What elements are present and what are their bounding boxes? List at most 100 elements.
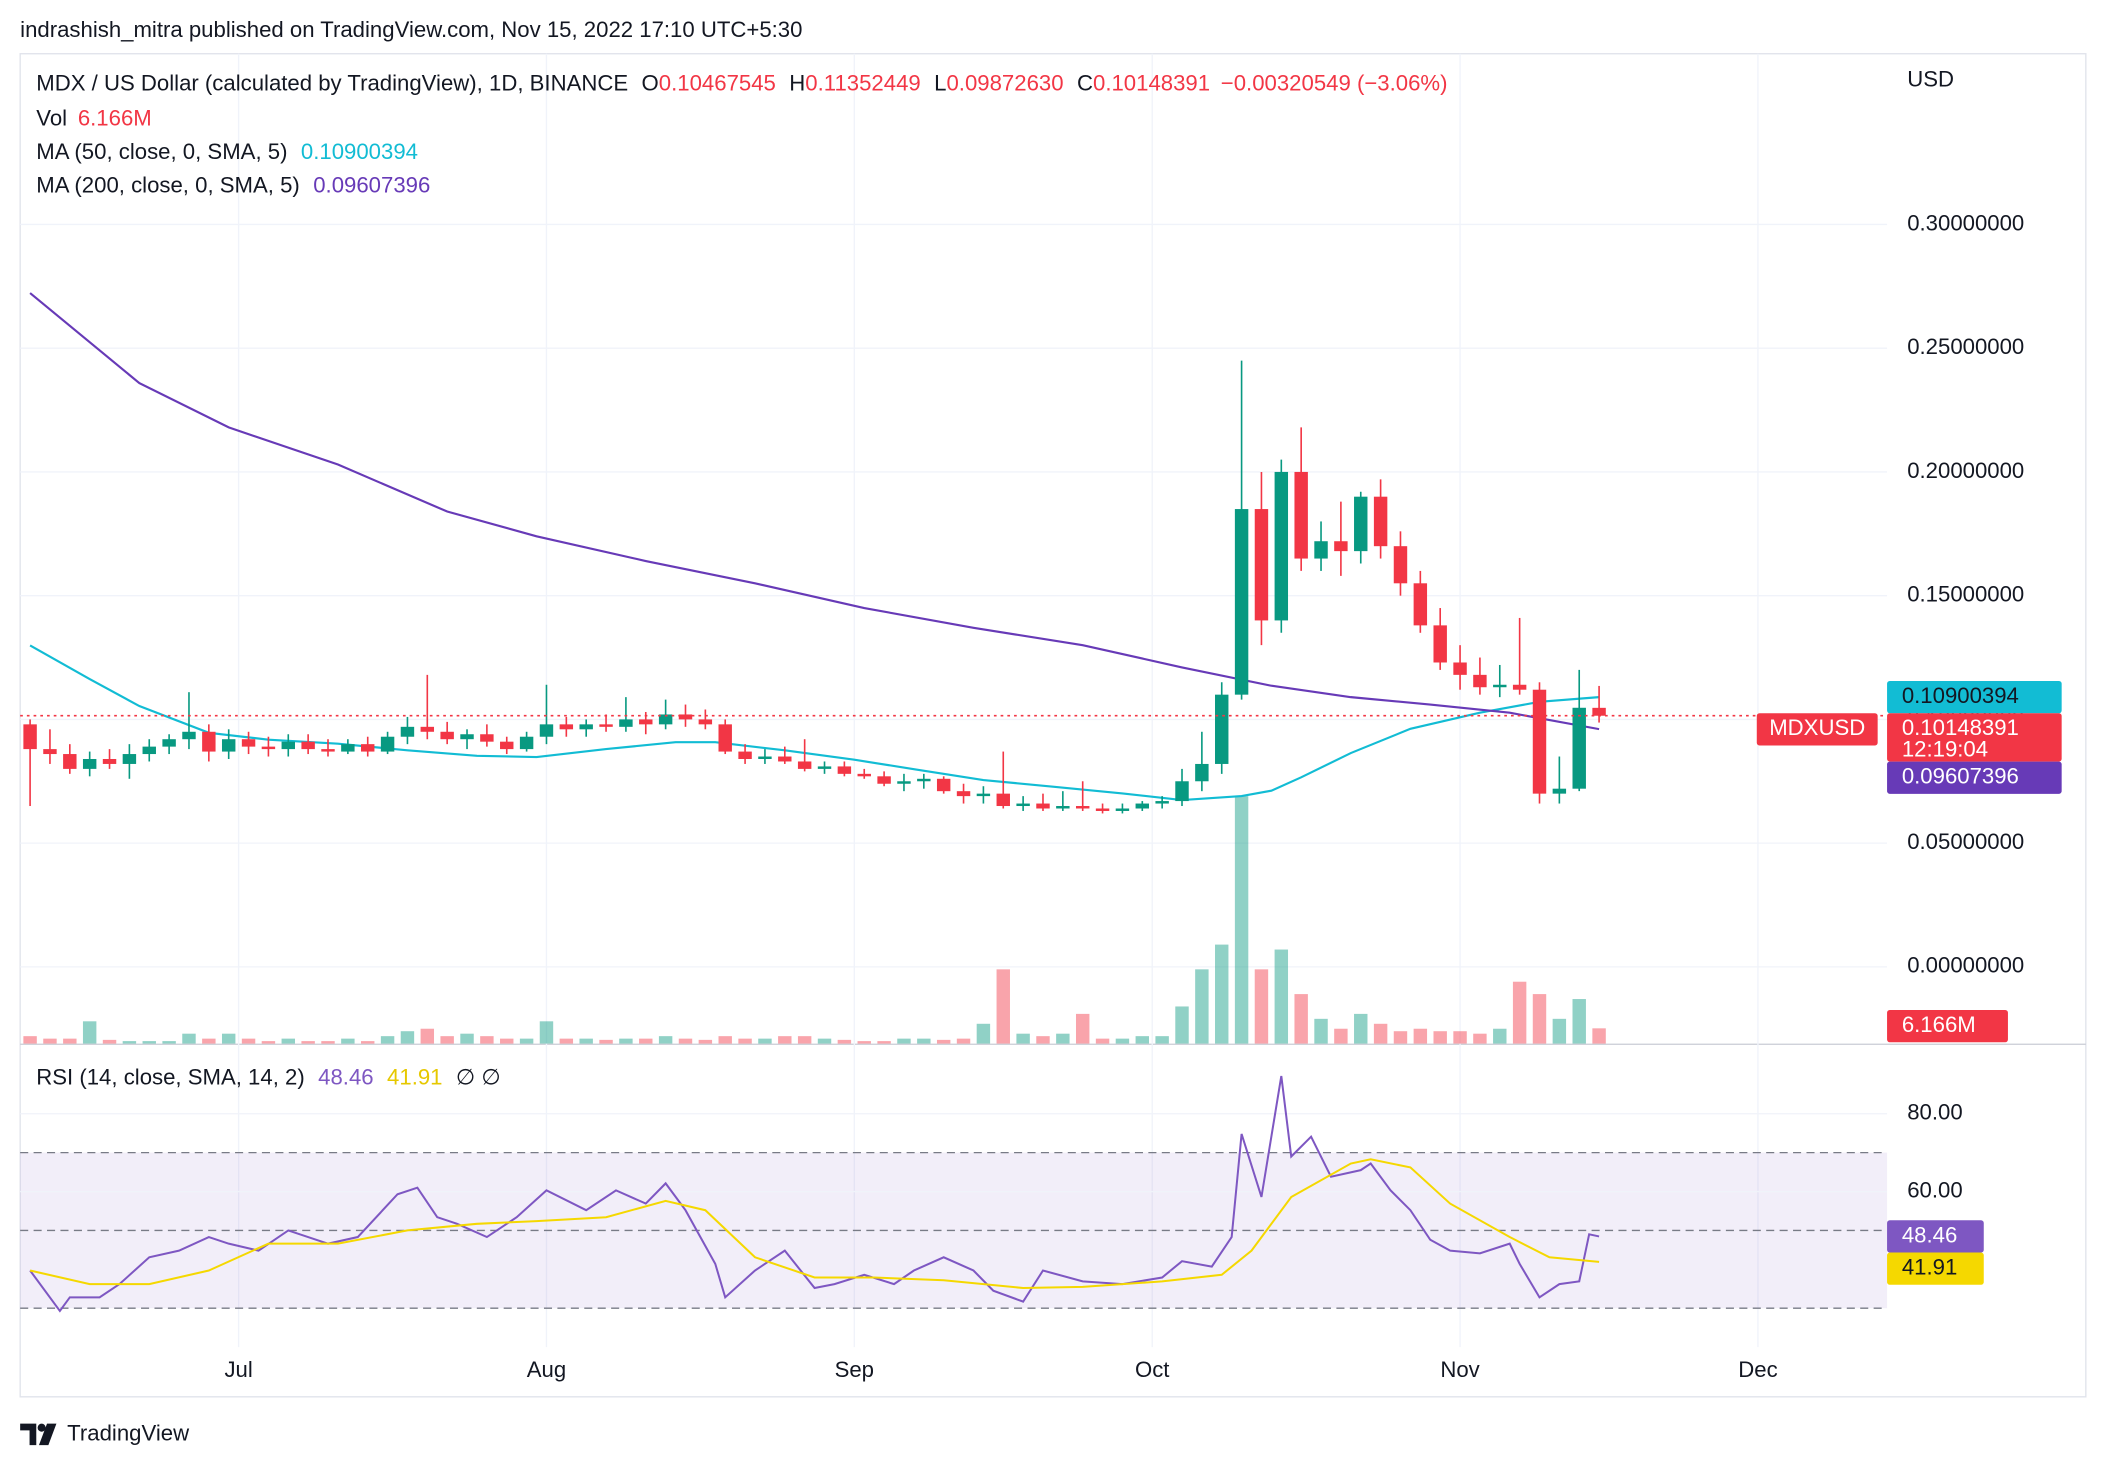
volume-bar — [976, 1023, 991, 1044]
volume-bar — [380, 1036, 395, 1044]
candle-body — [559, 724, 574, 730]
candle-body — [43, 749, 57, 755]
volume-bar — [996, 969, 1010, 1044]
line-series — [29, 1158, 1600, 1290]
volume-bar — [1036, 1036, 1050, 1044]
volume-bar — [43, 1038, 57, 1044]
candle-body — [1572, 707, 1586, 789]
candle-body — [1473, 674, 1487, 688]
volume-bar — [202, 1038, 216, 1044]
volume-bar — [281, 1038, 295, 1044]
rsi-tick-label: 60.00 — [1907, 1177, 1962, 1202]
rsi-badge-label: 48.46 — [1902, 1222, 1957, 1247]
volume-badge-label: 6.166M — [1902, 1012, 1976, 1037]
candle-body — [102, 758, 117, 764]
price-badge — [1887, 761, 2062, 794]
candle-body — [1433, 625, 1447, 663]
volume-bar — [1135, 1036, 1150, 1044]
candle-body — [936, 778, 951, 792]
candle-body — [539, 724, 554, 737]
volume-bar — [82, 1021, 97, 1044]
candle-body — [182, 731, 196, 740]
volume-bar — [241, 1038, 256, 1044]
candle-body — [698, 719, 713, 725]
volume-bar — [361, 1041, 375, 1044]
price-badge-label: 0.10148391 — [1902, 715, 2019, 740]
candle-body — [281, 741, 295, 750]
x-tick-label: Oct — [1135, 1357, 1169, 1382]
candle-body — [1056, 806, 1070, 809]
volume-bar — [341, 1038, 355, 1044]
volume-bar — [718, 1036, 732, 1044]
candle-body — [1552, 788, 1567, 794]
legend-text: 48.46 — [318, 1064, 373, 1089]
volume-bar — [321, 1041, 335, 1044]
legend-text: L — [934, 70, 946, 95]
line-series — [29, 644, 1600, 802]
volume-bar — [559, 1038, 574, 1044]
y-tick-label: 0.00000000 — [1907, 953, 2024, 978]
volume-bar — [1056, 1033, 1070, 1044]
candle-body — [440, 731, 454, 740]
volume-bar — [1354, 1013, 1368, 1044]
volume-bar — [182, 1033, 196, 1044]
volume-bar — [1234, 796, 1249, 1044]
volume-bar — [1175, 1006, 1189, 1044]
candle-body — [619, 719, 633, 727]
volume-bar — [936, 1039, 951, 1044]
volume-bar — [1393, 1031, 1408, 1044]
volume-bar — [1294, 994, 1308, 1044]
volume-bar — [1493, 1028, 1507, 1044]
legend-line: MDX / US Dollar (calculated by TradingVi… — [36, 70, 1447, 95]
candle-body — [1036, 803, 1050, 809]
candle-body — [738, 751, 752, 759]
candle-body — [897, 781, 911, 784]
candle-body — [976, 793, 991, 797]
symbol-badge — [1756, 713, 1878, 746]
legend-text: 0.10467545 — [659, 70, 776, 95]
candle-body — [1453, 662, 1467, 675]
candle-body — [639, 719, 653, 725]
volume-bar — [778, 1036, 792, 1044]
candle-body — [857, 773, 871, 777]
y-tick-label: 0.05000000 — [1907, 829, 2024, 854]
candle-body — [956, 791, 971, 797]
candle-body — [678, 714, 693, 720]
candle-body — [758, 756, 772, 759]
legend-text: 0.11352449 — [805, 70, 920, 95]
legend-text: Vol — [36, 105, 67, 130]
volume-bar — [1195, 969, 1209, 1044]
candle-body — [1314, 541, 1328, 559]
volume-bar — [142, 1041, 156, 1044]
volume-bar — [1413, 1028, 1428, 1044]
volume-bar — [837, 1039, 852, 1044]
candle-body — [1215, 694, 1229, 764]
candle-body — [1274, 471, 1289, 621]
price-badge — [1887, 681, 2062, 714]
candle-body — [1373, 496, 1388, 547]
candle-body — [519, 736, 534, 750]
candle-body — [1413, 583, 1428, 626]
volume-bar — [519, 1038, 534, 1044]
volume-bar — [658, 1036, 673, 1044]
legend-text: 0.09872630 — [946, 70, 1063, 95]
legend-line: Vol 6.166M — [36, 105, 151, 130]
legend-line: MA (50, close, 0, SMA, 5) 0.10900394 — [36, 139, 418, 164]
logo — [20, 1423, 57, 1446]
line-series — [29, 1075, 1600, 1313]
volume-bar — [639, 1038, 653, 1044]
candle-body — [1075, 806, 1090, 809]
volume-bar — [758, 1038, 772, 1044]
currency-label: USD — [1907, 66, 1954, 91]
legend-text: ∅ ∅ — [456, 1064, 501, 1089]
candle-body — [996, 793, 1010, 807]
volume-bar — [956, 1038, 971, 1044]
legend-text: C — [1077, 70, 1093, 95]
candle-body — [1493, 684, 1507, 688]
legend-text: O — [642, 70, 659, 95]
volume-bar — [1373, 1023, 1388, 1044]
logo-mark — [38, 1423, 57, 1446]
candle-body — [1115, 808, 1130, 811]
volume-bar — [1314, 1018, 1328, 1044]
